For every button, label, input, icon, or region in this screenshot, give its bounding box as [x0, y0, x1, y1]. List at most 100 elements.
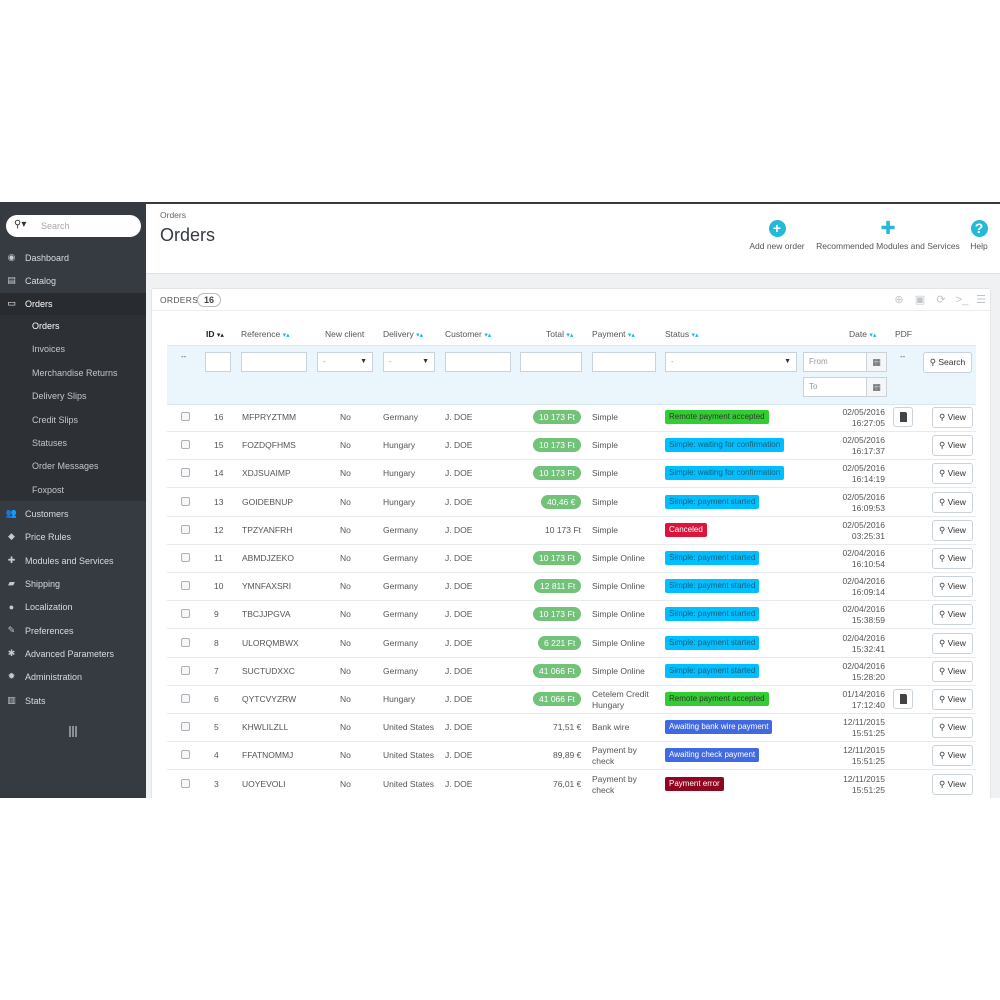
filter-id-input[interactable] — [205, 352, 231, 372]
submenu-item-order-messages[interactable]: Order Messages — [0, 455, 146, 478]
submenu-item-merchandise-returns[interactable]: Merchandise Returns — [0, 361, 146, 384]
column-reference[interactable]: Reference ▾▴ — [241, 329, 290, 339]
row-checkbox[interactable] — [181, 496, 190, 506]
view-order-button[interactable]: ⚲ View — [932, 660, 973, 682]
view-order-button[interactable]: ⚲ View — [932, 604, 973, 626]
collapse-sidebar-icon[interactable] — [69, 726, 77, 737]
row-checkbox[interactable] — [181, 750, 190, 760]
search-input[interactable]: Search — [41, 221, 70, 231]
table-row[interactable]: 8 ULORQMBWX No Germany J. DOE 6 221 Ft Simple … — [167, 630, 976, 658]
view-order-button[interactable]: ⚲ View — [932, 519, 973, 541]
sidebar-item-price-rules[interactable]: ◆ Price Rules — [0, 526, 146, 548]
row-checkbox[interactable] — [181, 553, 190, 562]
view-order-button[interactable]: ⚲ View — [932, 407, 973, 428]
pdf-invoice-button[interactable] — [893, 689, 913, 709]
table-row[interactable]: 16 MFPRYZTMM No Germany J. DOE 10 173 Ft Simpl… — [167, 404, 976, 432]
filter-date-to[interactable]: To ▦ — [803, 377, 887, 397]
filter-new-client-select[interactable]: - ▼ — [317, 352, 373, 372]
submenu-item-orders[interactable]: Orders — [0, 315, 146, 337]
row-checkbox[interactable] — [181, 665, 190, 675]
calendar-icon[interactable]: ▦ — [866, 378, 886, 396]
row-checkbox[interactable] — [181, 440, 190, 450]
sidebar-item-customers[interactable]: 👥 Customers — [0, 503, 146, 525]
row-checkbox[interactable] — [181, 468, 190, 478]
add-icon[interactable]: ⊕ — [894, 294, 904, 306]
table-row[interactable]: 6 QYTCVYZRW No Hungary J. DOE 41 066 Ft Cetele… — [167, 686, 976, 714]
row-checkbox[interactable] — [181, 694, 190, 703]
view-order-button[interactable]: ⚲ View — [932, 548, 973, 569]
filter-reference-input[interactable] — [241, 352, 307, 372]
submenu-item-credit-slips[interactable]: Credit Slips — [0, 408, 146, 431]
view-order-button[interactable]: ⚲ View — [932, 773, 973, 795]
column-customer[interactable]: Customer ▾▴ — [445, 329, 492, 339]
row-checkbox[interactable] — [181, 412, 190, 421]
filter-delivery-select[interactable]: - ▼ — [383, 352, 435, 372]
column-payment[interactable]: Payment ▾▴ — [592, 329, 635, 339]
row-checkbox[interactable] — [181, 524, 190, 534]
submenu-item-delivery-slips[interactable]: Delivery Slips — [0, 385, 146, 408]
refresh-icon[interactable]: ⟳ — [936, 294, 946, 306]
order-delivery: Germany — [383, 412, 418, 422]
table-row[interactable]: 10 YMNFAXSRI No Germany J. DOE 12 811 Ft Simpl… — [167, 573, 976, 602]
help-button[interactable]: ? Help — [966, 220, 992, 251]
submenu-item-foxpost[interactable]: Foxpost — [0, 478, 146, 501]
row-checkbox[interactable] — [181, 778, 190, 788]
recommended-modules-button[interactable]: ✚ Recommended Modules and Services — [814, 219, 962, 251]
column-delivery[interactable]: Delivery ▾▴ — [383, 329, 424, 339]
view-order-button[interactable]: ⚲ View — [932, 745, 973, 767]
column-date[interactable]: Date ▾▴ — [849, 329, 877, 339]
row-checkbox[interactable] — [181, 609, 190, 619]
sidebar-item-preferences[interactable]: ✎ Preferences — [0, 620, 146, 642]
sidebar-item-modules-and-services[interactable]: ✚ Modules and Services — [0, 550, 146, 572]
database-icon[interactable]: ☰ — [976, 294, 986, 306]
row-checkbox[interactable] — [181, 637, 190, 647]
table-row[interactable]: 5 KHWLILZLL No United States J. DOE 71,51 € Ba… — [167, 714, 976, 743]
view-order-button[interactable]: ⚲ View — [932, 576, 973, 598]
table-row[interactable]: 14 XDJSUAIMP No Hungary J. DOE 10 173 Ft Simpl… — [167, 460, 976, 489]
calendar-icon[interactable]: ▦ — [866, 353, 886, 371]
search-icon[interactable]: ⚲▾ — [14, 219, 27, 230]
filter-customer-input[interactable] — [445, 352, 511, 372]
sidebar-search[interactable]: ⚲▾ Search — [6, 215, 141, 237]
view-order-button[interactable]: ⚲ View — [932, 463, 973, 485]
table-row[interactable]: 15 FOZDQFHMS No Hungary J. DOE 10 173 Ft Simpl… — [167, 432, 976, 461]
filter-status-select[interactable]: - ▼ — [665, 352, 797, 372]
pdf-invoice-button[interactable] — [893, 407, 913, 427]
row-checkbox[interactable] — [181, 722, 190, 732]
table-row[interactable]: 11 ABMDJZEKO No Germany J. DOE 10 173 Ft Simpl… — [167, 545, 976, 573]
sidebar-item-shipping[interactable]: ▰ Shipping — [0, 573, 146, 595]
table-row[interactable]: 7 SUCTUDXXC No Germany J. DOE 41 066 Ft Simple… — [167, 658, 976, 686]
submenu-item-invoices[interactable]: Invoices — [0, 338, 146, 361]
column-id[interactable]: ID ▾▴ — [206, 329, 224, 339]
table-row[interactable]: 3 UOYEVOLI No United States J. DOE 76,01 € Pay… — [167, 771, 976, 798]
view-order-button[interactable]: ⚲ View — [932, 491, 973, 513]
table-row[interactable]: 13 GOIDEBNUP No Hungary J. DOE 40,46 € Simple S… — [167, 489, 976, 517]
submenu-item-statuses[interactable]: Statuses — [0, 432, 146, 454]
view-order-button[interactable]: ⚲ View — [932, 435, 973, 457]
export-icon[interactable]: ▣ — [914, 294, 926, 306]
add-new-order-button[interactable]: + Add new order — [746, 220, 808, 251]
zoom-icon: ⚲ — [939, 750, 946, 761]
sidebar-item-orders[interactable]: ▭ Orders — [0, 293, 146, 315]
sidebar-item-advanced-parameters[interactable]: ✱ Advanced Parameters — [0, 643, 146, 665]
sidebar-item-stats[interactable]: ▥ Stats — [0, 690, 146, 712]
view-order-button[interactable]: ⚲ View — [932, 717, 973, 739]
table-row[interactable]: 4 FFATNOMMJ No United States J. DOE 89,89 € Pa… — [167, 742, 976, 771]
filter-date-from[interactable]: From ▦ — [803, 352, 887, 372]
column-total[interactable]: Total ▾▴ — [546, 329, 574, 339]
table-row[interactable]: 9 TBCJJPGVA No Germany J. DOE 10 173 Ft Simple… — [167, 601, 976, 630]
filter-search-button[interactable]: ⚲ Search — [923, 352, 972, 373]
sidebar-item-administration[interactable]: ✹ Administration — [0, 666, 146, 688]
row-checkbox[interactable] — [181, 581, 190, 591]
breadcrumb[interactable]: Orders — [160, 210, 186, 220]
sql-query-icon[interactable]: >_ — [955, 294, 969, 306]
filter-payment-input[interactable] — [592, 352, 656, 372]
filter-total-input[interactable] — [520, 352, 582, 372]
sidebar-item-localization[interactable]: ● Localization — [0, 596, 146, 618]
table-row[interactable]: 12 TPZYANFRH No Germany J. DOE 10 173 Ft Simpl… — [167, 517, 976, 545]
sidebar-item-dashboard[interactable]: ◉ Dashboard — [0, 247, 146, 269]
column-status[interactable]: Status ▾▴ — [665, 329, 699, 339]
sidebar-item-catalog[interactable]: ▤ Catalog — [0, 270, 146, 292]
view-order-button[interactable]: ⚲ View — [932, 632, 973, 654]
view-order-button[interactable]: ⚲ View — [932, 689, 973, 710]
